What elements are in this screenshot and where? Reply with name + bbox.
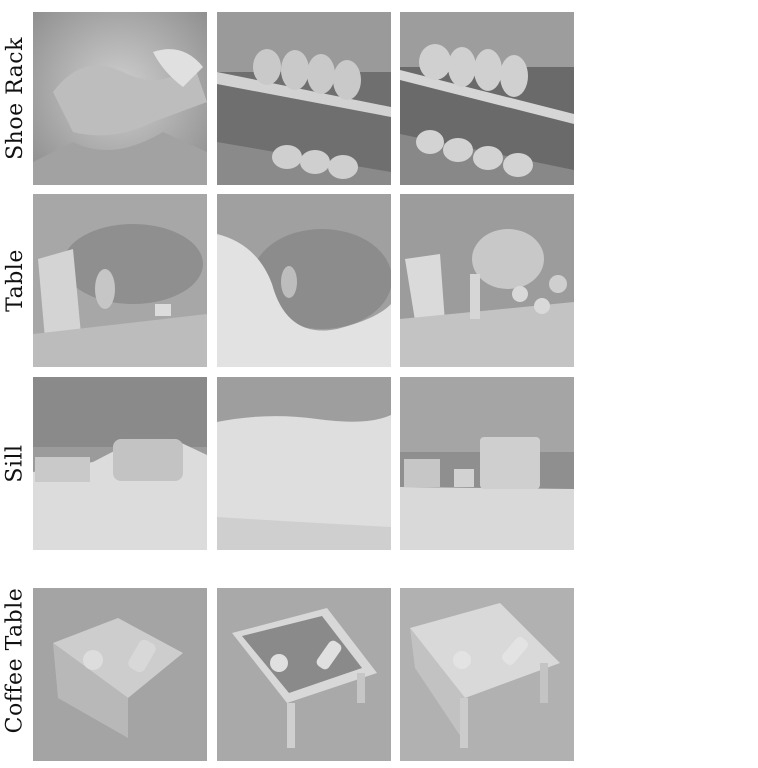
sill-render-col1 [33,377,207,550]
sill-render-col3 [400,377,574,550]
row-label-text: Sill [2,444,28,483]
complete-mesh-image [400,588,574,761]
table-render-col1 [33,194,207,367]
partial-mesh-image [217,377,391,550]
blurry-mesh-image [33,588,207,761]
partial-mesh-image [217,588,391,761]
row-label-text: Coffee Table [2,587,28,733]
coffee-table-render-col3 [400,588,574,761]
sill-render-col2 [217,377,391,550]
complete-mesh-image [400,194,574,367]
shoe-rack-render-col3 [400,12,574,185]
row-label-text: Shoe Rack [2,37,28,160]
coffee-table-render-col2 [217,588,391,761]
row-label-coffee-table: Coffee Table [0,560,30,760]
complete-mesh-image [400,12,574,185]
blurry-mesh-image [33,194,207,367]
blurry-mesh-image [33,12,207,185]
shoe-rack-render-col1 [33,12,207,185]
row-label-sill: Sill [0,377,30,550]
coffee-table-render-col1 [33,588,207,761]
blurry-mesh-image [33,377,207,550]
table-render-col3 [400,194,574,367]
complete-mesh-image [400,377,574,550]
row-label-shoe-rack: Shoe Rack [0,12,30,185]
partial-mesh-image [217,12,391,185]
row-label-table: Table [0,194,30,367]
row-label-text: Table [2,249,28,312]
shoe-rack-render-col2 [217,12,391,185]
table-render-col2 [217,194,391,367]
partial-mesh-image [217,194,391,367]
